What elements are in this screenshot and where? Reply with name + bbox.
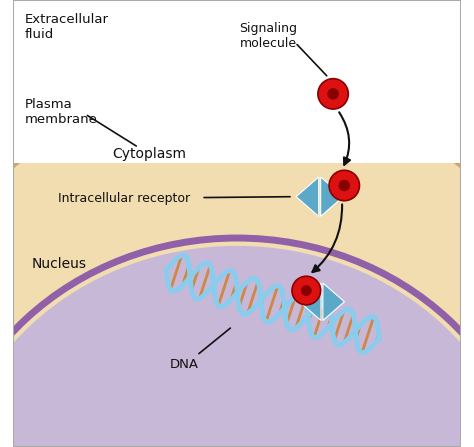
Ellipse shape <box>0 246 474 447</box>
Text: Extracellular
fluid: Extracellular fluid <box>25 13 109 42</box>
Circle shape <box>318 79 348 109</box>
Polygon shape <box>296 177 319 216</box>
Ellipse shape <box>0 92 474 447</box>
Circle shape <box>329 170 359 201</box>
Circle shape <box>301 285 312 296</box>
Polygon shape <box>323 283 345 320</box>
Text: Cytoplasm: Cytoplasm <box>112 147 186 161</box>
Circle shape <box>328 88 339 100</box>
Text: Nucleus: Nucleus <box>31 257 86 271</box>
Ellipse shape <box>0 72 474 447</box>
Circle shape <box>338 180 350 191</box>
Polygon shape <box>321 177 343 216</box>
Text: Plasma
membrane: Plasma membrane <box>25 98 98 127</box>
Bar <box>13 0 461 163</box>
Polygon shape <box>300 283 321 320</box>
Text: Signaling
molecule: Signaling molecule <box>239 22 297 51</box>
Text: Intracellular receptor: Intracellular receptor <box>58 192 191 206</box>
Text: DNA: DNA <box>170 358 199 371</box>
Circle shape <box>292 276 320 305</box>
